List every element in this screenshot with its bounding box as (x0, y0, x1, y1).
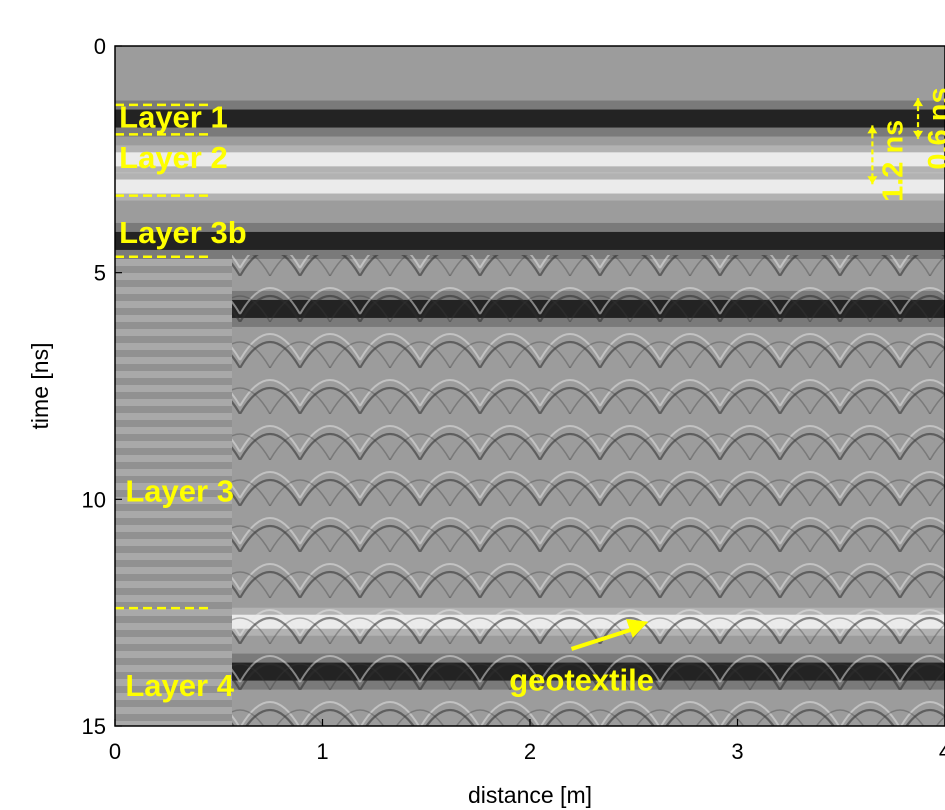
thickness-arrowhead (867, 125, 878, 134)
thickness-arrowhead (913, 98, 924, 107)
x-tick-label: 3 (731, 739, 743, 764)
reflector-band-halo (115, 100, 945, 137)
reflector-band (115, 109, 945, 128)
reflector-band (115, 152, 945, 167)
x-tick-label: 2 (524, 739, 536, 764)
layer-label: Layer 3 (125, 473, 234, 508)
reflector-band (115, 231, 945, 250)
thickness-label: 0.6 ns (923, 87, 945, 169)
x-tick-label: 4 (939, 739, 945, 764)
thickness-arrowhead (867, 176, 878, 185)
geotextile-label: geotextile (509, 663, 654, 698)
x-tick-label: 0 (109, 739, 121, 764)
reflector-band-halo (115, 222, 945, 259)
y-tick-label: 0 (94, 34, 106, 59)
y-tick-label: 15 (82, 714, 106, 739)
geotextile-arrow (570, 624, 641, 651)
y-tick-label: 5 (94, 261, 106, 286)
x-axis: 0 1 2 3 4 (109, 719, 945, 764)
geotextile-arrowhead (626, 618, 649, 638)
thickness-label: 1.2 ns (877, 120, 909, 202)
y-axis-label: time [ns] (27, 343, 53, 430)
x-tick-label: 1 (316, 739, 328, 764)
x-axis-label: distance [m] (468, 782, 592, 808)
layer-label: Layer 2 (119, 140, 228, 175)
diffraction-texture (232, 255, 945, 726)
reflector-band (115, 179, 945, 194)
reflector-band-halo (115, 145, 945, 174)
layer-label: Layer 1 (119, 99, 228, 134)
reflector-band-halo (115, 172, 945, 201)
y-axis: 0 5 10 15 (82, 34, 122, 739)
y-tick-label: 10 (82, 487, 106, 512)
thickness-arrowhead (913, 130, 924, 139)
layer-label: Layer 4 (125, 668, 234, 703)
radargram-image (115, 46, 945, 726)
direct-wave-ringing (115, 255, 232, 726)
layer-label: Layer 3b (119, 215, 247, 250)
